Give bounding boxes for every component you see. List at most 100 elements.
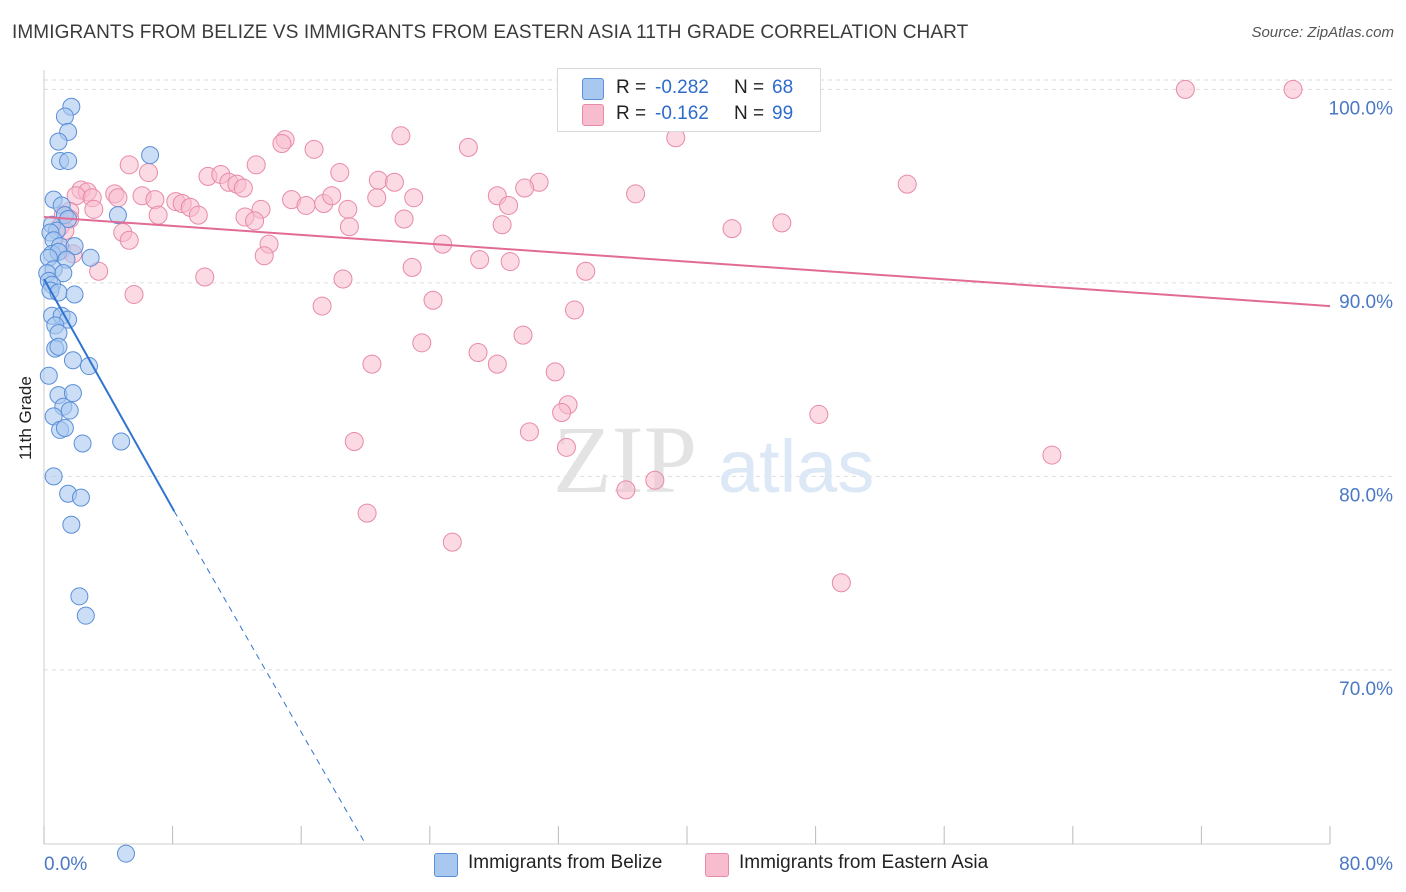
- eastern-asia-point: [831, 573, 851, 593]
- eastern-asia-point: [1175, 79, 1195, 99]
- eastern-asia-point: [772, 213, 792, 233]
- eastern-asia-point: [519, 422, 539, 442]
- eastern-asia-point: [626, 184, 646, 204]
- eastern-asia-point: [367, 188, 387, 208]
- belize-n-value: 68: [772, 77, 794, 98]
- eastern-asia-point: [362, 354, 382, 374]
- belize-point: [60, 401, 79, 420]
- tick-labels: 70.0% 80.0% 90.0% 100.0% 0.0% 80.0%: [44, 98, 1393, 875]
- belize-point: [39, 366, 58, 385]
- eastern-asia-point: [722, 219, 742, 239]
- eastern-asia-point: [499, 195, 519, 215]
- eastern-asia-point: [89, 261, 109, 281]
- y-axis-label: 11th Grade: [16, 376, 35, 460]
- belize-point: [55, 107, 74, 126]
- belize-point: [49, 132, 68, 151]
- belize-point: [70, 587, 89, 606]
- eastern-asia-point: [233, 178, 253, 198]
- y-tick-label: 100.0%: [1329, 98, 1394, 119]
- eastern-asia-point: [394, 209, 414, 229]
- y-tick-label: 70.0%: [1339, 679, 1393, 700]
- eastern-asia-point: [339, 217, 359, 237]
- trend-lines: [43, 216, 1331, 845]
- stats-box: R = -0.282 N = 68 R = -0.162 N = 99: [557, 68, 821, 132]
- belize-point: [116, 844, 135, 863]
- belize-point: [73, 434, 92, 453]
- eastern-asia-point: [330, 163, 350, 183]
- axes: [43, 70, 1331, 845]
- y-tick-label: 80.0%: [1339, 485, 1393, 506]
- belize-point: [65, 285, 84, 304]
- eastern-asia-point: [384, 172, 404, 192]
- y-tick-label: 90.0%: [1339, 292, 1393, 313]
- belize-point: [141, 146, 160, 165]
- eastern-asia-point: [402, 257, 422, 277]
- belize-point: [63, 384, 82, 403]
- eastern-asia-point: [545, 362, 565, 382]
- eastern-asia-point: [470, 250, 490, 270]
- eastern-asia-point: [245, 211, 265, 231]
- eastern-asia-point: [500, 252, 520, 272]
- eastern-asia-point: [119, 155, 139, 175]
- belize-point: [54, 264, 73, 283]
- eastern-asia-point: [272, 134, 292, 154]
- eastern-asia-point: [564, 300, 584, 320]
- eastern-asia-point: [108, 188, 128, 208]
- belize-trend-line: [43, 278, 176, 512]
- belize-r-value: -0.282: [655, 77, 709, 98]
- belize-point: [108, 206, 127, 225]
- eastern-asia-point: [312, 296, 332, 316]
- belize-trend-extension: [173, 510, 366, 845]
- watermark: ZIP atlas: [553, 406, 874, 513]
- belize-point: [59, 151, 78, 170]
- eastern-asia-point: [145, 190, 165, 210]
- x-tick-label-min: 0.0%: [44, 854, 87, 875]
- eastern-asia-point: [338, 199, 358, 219]
- eastern-asia-point: [487, 354, 507, 374]
- legend-label-belize: Immigrants from Belize: [468, 852, 663, 873]
- eastern-asia-point: [119, 230, 139, 250]
- eastern-asia-n-label: N =: [734, 103, 765, 124]
- eastern-asia-point: [246, 155, 266, 175]
- belize-point: [44, 467, 63, 486]
- eastern-asia-point: [423, 290, 443, 310]
- eastern-asia-point: [404, 188, 424, 208]
- eastern-asia-n-value: 99: [772, 103, 794, 124]
- belize-point: [63, 351, 82, 370]
- watermark-atlas: atlas: [718, 425, 874, 508]
- eastern-asia-point: [84, 199, 104, 219]
- eastern-asia-point: [552, 402, 572, 422]
- eastern-asia-point: [468, 343, 488, 363]
- chart-title: IMMIGRANTS FROM BELIZE VS IMMIGRANTS FRO…: [12, 22, 969, 43]
- eastern-asia-point: [391, 126, 411, 146]
- eastern-asia-point: [412, 333, 432, 353]
- eastern-asia-point: [254, 246, 274, 266]
- belize-point: [71, 488, 90, 507]
- eastern-asia-points: [50, 79, 1303, 593]
- eastern-asia-point: [322, 186, 342, 206]
- legend-swatch-belize: [434, 853, 458, 877]
- eastern-asia-point: [304, 139, 324, 159]
- belize-point: [65, 237, 84, 256]
- belize-point: [112, 432, 131, 451]
- eastern-asia-point: [195, 267, 215, 287]
- eastern-asia-point: [645, 470, 665, 490]
- eastern-asia-point: [124, 284, 144, 304]
- eastern-asia-point: [296, 195, 316, 215]
- eastern-asia-point: [1283, 79, 1303, 99]
- belize-point: [55, 418, 74, 437]
- eastern-asia-point: [357, 503, 377, 523]
- legend-swatch-eastern-asia: [705, 853, 729, 877]
- eastern-asia-point: [556, 437, 576, 457]
- eastern-asia-point: [809, 404, 829, 424]
- eastern-asia-r-value: -0.162: [655, 103, 709, 124]
- eastern-asia-point: [458, 137, 478, 157]
- belize-point: [62, 515, 81, 534]
- eastern-asia-point: [513, 325, 533, 345]
- belize-point: [76, 606, 95, 625]
- belize-n-label: N =: [734, 77, 765, 98]
- eastern-asia-r-label: R =: [616, 103, 647, 124]
- eastern-asia-swatch: [582, 104, 604, 126]
- eastern-asia-point: [492, 215, 512, 235]
